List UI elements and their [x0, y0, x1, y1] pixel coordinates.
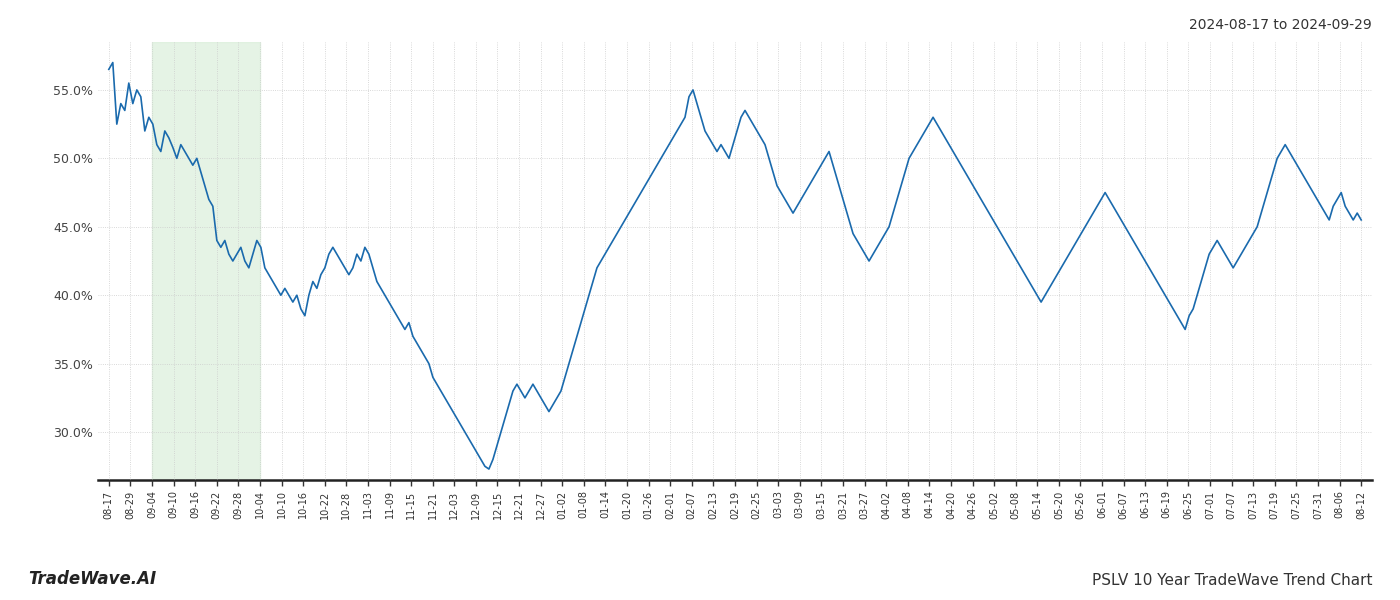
- Text: 2024-08-17 to 2024-09-29: 2024-08-17 to 2024-09-29: [1189, 18, 1372, 32]
- Text: PSLV 10 Year TradeWave Trend Chart: PSLV 10 Year TradeWave Trend Chart: [1092, 573, 1372, 588]
- Bar: [153, 42, 260, 480]
- Text: TradeWave.AI: TradeWave.AI: [28, 570, 157, 588]
